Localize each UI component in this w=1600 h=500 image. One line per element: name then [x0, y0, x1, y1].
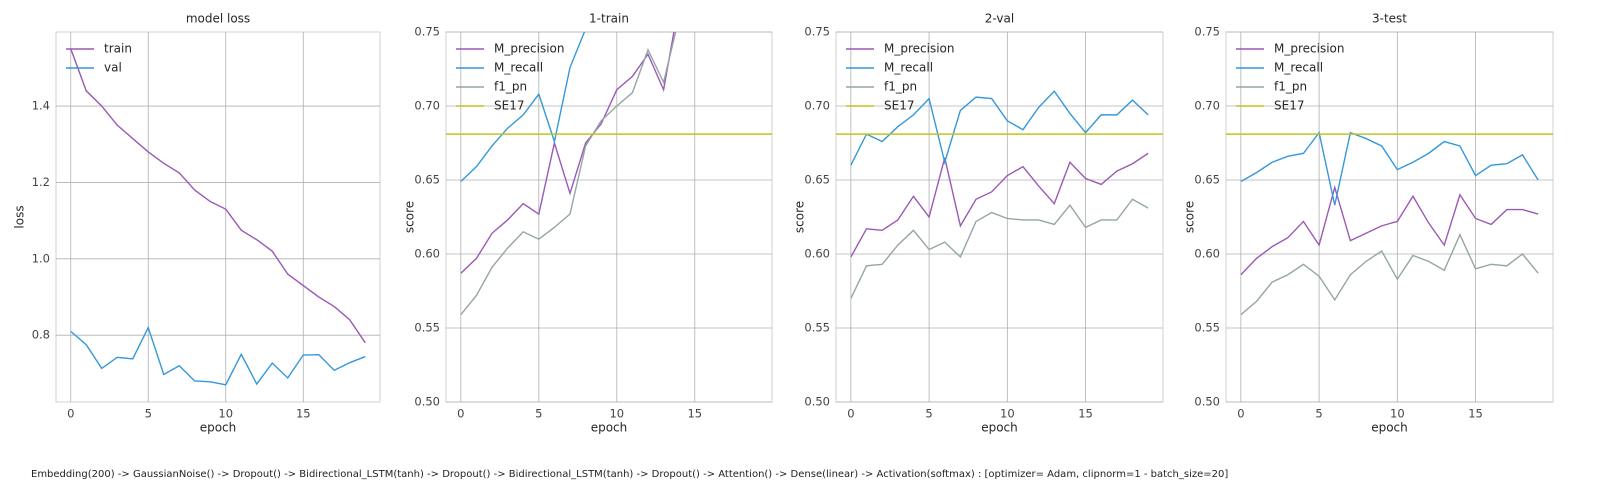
x-tick-label: 15	[1468, 407, 1483, 421]
y-tick-label: 0.75	[804, 25, 830, 39]
y-tick-label: 1.0	[32, 251, 50, 265]
line	[850, 90, 1149, 166]
panel: 0 5 10 15 0.50 0.55 0.60 0.65 0.70 0.75 2-val epoch…	[793, 12, 1164, 435]
legend-label: M_precision	[884, 42, 955, 56]
x-tick-label: 15	[1078, 407, 1093, 421]
legend-label: f1_pn	[494, 80, 527, 94]
y-tick-label: 0.55	[1194, 321, 1220, 335]
x-tick-label: 0	[847, 407, 854, 421]
y-tick-label: 0.70	[1194, 99, 1220, 113]
line	[70, 325, 366, 386]
y-axis-label: loss	[13, 205, 27, 228]
x-axis-label: epoch	[591, 421, 628, 435]
x-tick-label: 10	[1000, 407, 1015, 421]
panel-title: model loss	[186, 12, 250, 26]
legend-label: M_recall	[494, 61, 543, 75]
legend-label: M_precision	[494, 42, 565, 56]
y-tick-label: 1.4	[32, 99, 50, 113]
plot-area	[445, 31, 773, 403]
line	[1240, 184, 1539, 276]
plot-lines	[836, 90, 1163, 299]
line	[1240, 130, 1539, 206]
legend-label: SE17	[1274, 99, 1304, 113]
legend-label: M_recall	[884, 61, 933, 75]
y-tick-label: 0.50	[804, 395, 830, 409]
x-tick-label: 10	[609, 407, 624, 421]
y-tick-label: 0.65	[414, 173, 440, 187]
legend-label: SE17	[494, 99, 524, 113]
y-axis-label: score	[793, 201, 807, 233]
line	[460, 32, 675, 274]
line	[460, 32, 677, 316]
y-tick-label: 0.50	[414, 395, 440, 409]
y-tick-label: 0.65	[804, 173, 830, 187]
x-tick-label: 10	[1390, 407, 1405, 421]
legend-label: f1_pn	[1274, 80, 1307, 94]
caption: Embedding(200) -> GaussianNoise() -> Dro…	[31, 469, 1228, 480]
y-tick-label: 0.75	[1194, 25, 1220, 39]
y-tick-label: 0.60	[804, 247, 830, 261]
legend-label: SE17	[884, 99, 914, 113]
x-axis-label: epoch	[200, 421, 237, 435]
x-tick-label: 15	[296, 407, 311, 421]
panel-title: 3-test	[1372, 12, 1407, 26]
panel: 0 5 10 15 0.50 0.55 0.60 0.65 0.70 0.75 1-train epo…	[403, 12, 773, 435]
line	[850, 198, 1149, 299]
line	[70, 48, 366, 344]
plot-lines	[1226, 130, 1553, 316]
y-tick-label: 0.75	[414, 25, 440, 39]
x-axis-label: epoch	[1371, 421, 1408, 435]
y-tick-label: 0.65	[1194, 173, 1220, 187]
x-tick-label: 5	[535, 407, 542, 421]
line	[850, 152, 1149, 258]
panel-title: 2-val	[985, 12, 1014, 26]
x-axis-label: epoch	[981, 421, 1018, 435]
x-tick-label: 5	[925, 407, 932, 421]
line	[460, 32, 586, 182]
y-tick-label: 0.50	[1194, 395, 1220, 409]
legend-label: train	[104, 42, 132, 56]
y-tick-label: 0.60	[1194, 247, 1220, 261]
legend-label: val	[104, 61, 122, 75]
x-tick-label: 0	[67, 407, 74, 421]
y-tick-label: 0.60	[414, 247, 440, 261]
legend-label: f1_pn	[884, 80, 917, 94]
y-tick-label: 0.55	[804, 321, 830, 335]
panel-title: 1-train	[589, 12, 629, 26]
x-tick-label: 0	[457, 407, 464, 421]
plot-area	[835, 31, 1164, 403]
x-tick-label: 10	[218, 407, 233, 421]
line	[1240, 233, 1539, 316]
y-tick-label: 0.55	[414, 321, 440, 335]
x-tick-label: 0	[1237, 407, 1244, 421]
y-tick-label: 0.8	[32, 328, 50, 342]
y-tick-label: 0.70	[414, 99, 440, 113]
plot-lines	[446, 32, 772, 316]
x-tick-label: 15	[687, 407, 702, 421]
legend-label: M_precision	[1274, 42, 1345, 56]
y-axis-label: score	[403, 201, 417, 233]
plot-area	[55, 31, 381, 403]
x-tick-label: 5	[1315, 407, 1322, 421]
x-tick-label: 5	[145, 407, 152, 421]
y-axis-label: score	[1183, 201, 1197, 233]
legend-label: M_recall	[1274, 61, 1323, 75]
y-tick-label: 0.70	[804, 99, 830, 113]
panel: 0 5 10 15 0.8 1.0 1.2 1.4 model loss epoch loss tra…	[13, 12, 381, 435]
panel: 0 5 10 15 0.50 0.55 0.60 0.65 0.70 0.75 3-test epoc…	[1183, 12, 1554, 435]
plot-lines	[70, 48, 366, 386]
y-tick-label: 1.2	[32, 175, 50, 189]
